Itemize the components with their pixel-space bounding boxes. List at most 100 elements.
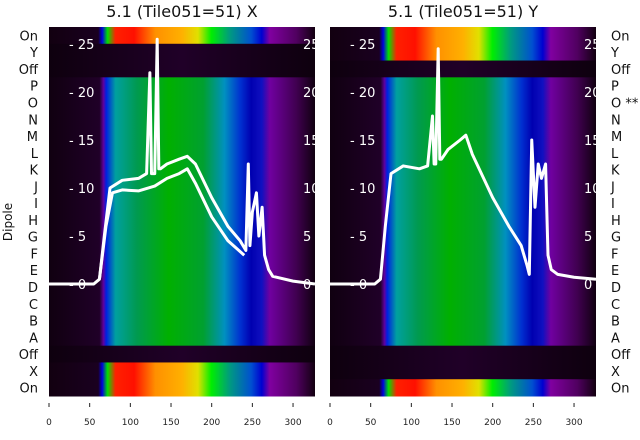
spectrum-line-spectrum-lower xyxy=(97,167,246,280)
heatmap-row xyxy=(49,27,315,45)
x-tick-label: 0 xyxy=(327,418,333,428)
inner-y-tick-label-right: 20 xyxy=(303,86,320,101)
heatmap-row xyxy=(330,345,596,363)
heatmap-row xyxy=(49,60,315,78)
row-label: Off xyxy=(611,63,631,78)
heatmap-row xyxy=(49,43,315,62)
heatmap-row xyxy=(49,312,315,330)
row-label: I xyxy=(611,197,615,212)
row-label: M xyxy=(27,130,38,145)
inner-y-tick-label-right: 0 xyxy=(303,278,311,293)
heatmap-row xyxy=(49,161,315,179)
heatmap-row xyxy=(49,127,315,145)
row-label: X xyxy=(611,365,620,380)
row-label: Off xyxy=(19,348,39,363)
y-axis-label: Dipole xyxy=(1,203,15,241)
x-tick-label: 0 xyxy=(46,418,52,428)
row-label: On xyxy=(611,382,629,397)
heatmap-row xyxy=(330,194,596,212)
row-label: C xyxy=(611,298,620,313)
row-label: D xyxy=(611,281,621,296)
inner-y-tick-label-right: 5 xyxy=(584,230,592,245)
x-tick-label: 250 xyxy=(244,418,261,428)
heatmap-row xyxy=(330,60,596,78)
row-label: E xyxy=(30,264,38,279)
heatmap-row xyxy=(49,245,315,263)
row-label: F xyxy=(611,247,618,262)
heatmap-row xyxy=(330,144,596,162)
inner-y-tick-label: - 25 xyxy=(350,38,375,53)
row-label: I xyxy=(34,197,38,212)
heatmap-row xyxy=(49,278,315,296)
heatmap-row xyxy=(330,295,596,313)
inner-y-tick-label-right: 15 xyxy=(584,134,601,149)
plot-x-pol: 5.1 (Tile051=51) X On Y Off PONMLKJIHGFEDCBA… xyxy=(19,2,320,428)
row-label: F xyxy=(31,247,38,262)
heatmap-row xyxy=(49,362,315,380)
heatmap-row xyxy=(49,77,315,95)
row-label: J xyxy=(610,180,615,195)
plot-title: 5.1 (Tile051=51) X xyxy=(106,2,257,21)
inner-y-tick-label: - 10 xyxy=(69,182,94,197)
row-label: Off xyxy=(19,63,39,78)
plot-title: 5.1 (Tile051=51) Y xyxy=(388,2,538,21)
heatmap-row xyxy=(330,27,596,45)
x-tick-label: 200 xyxy=(484,418,501,428)
row-label: K xyxy=(29,164,38,179)
inner-y-tick-label-right: 15 xyxy=(303,134,320,149)
row-label: M xyxy=(611,130,622,145)
x-tick-label: 300 xyxy=(284,418,301,428)
row-label: H xyxy=(28,214,38,229)
heatmap-row xyxy=(49,228,315,246)
heatmap-row xyxy=(330,161,596,179)
x-tick-label: 200 xyxy=(203,418,220,428)
x-tick-label: 100 xyxy=(122,418,139,428)
inner-y-tick-label: - 15 xyxy=(69,134,94,149)
inner-y-tick-label: - 15 xyxy=(350,134,375,149)
heatmap-row xyxy=(330,245,596,263)
heatmap-row xyxy=(330,278,596,296)
row-label: On xyxy=(20,29,38,44)
row-label: A xyxy=(611,331,620,346)
spectrum-line-spectrum xyxy=(330,47,597,286)
row-label: On xyxy=(20,382,38,397)
x-tick-label: 300 xyxy=(565,418,582,428)
heatmap-row xyxy=(49,379,315,397)
x-tick-label: 250 xyxy=(525,418,542,428)
heatmap-row xyxy=(49,295,315,313)
heatmap-row xyxy=(49,144,315,162)
inner-y-tick-label-right: 0 xyxy=(584,278,592,293)
row-label: X xyxy=(29,365,38,380)
row-label: A xyxy=(29,331,38,346)
inner-y-tick-label-right: 25 xyxy=(584,38,601,53)
row-label: K xyxy=(611,164,620,179)
heatmap-row xyxy=(49,110,315,129)
heatmap-row xyxy=(49,328,315,347)
heatmap-row xyxy=(330,77,596,95)
row-label: E xyxy=(611,264,619,279)
row-label: O xyxy=(28,96,38,111)
inner-y-tick-label: - 5 xyxy=(350,230,367,245)
x-tick-label: 150 xyxy=(162,418,179,428)
heatmap-row xyxy=(49,94,315,112)
row-label: C xyxy=(29,298,38,313)
heatmap-row xyxy=(330,110,596,129)
row-label: On xyxy=(611,29,629,44)
row-label: L xyxy=(611,147,619,162)
inner-y-tick-label-right: 5 xyxy=(303,230,311,245)
heatmap-row xyxy=(330,312,596,330)
heatmap-row xyxy=(330,362,596,380)
x-tick-label: 100 xyxy=(403,418,420,428)
heatmap-row xyxy=(49,345,315,363)
row-label: Y xyxy=(610,46,619,61)
row-label: B xyxy=(611,315,620,330)
heatmap-row xyxy=(330,261,596,280)
heatmap-row xyxy=(330,379,596,397)
row-label: Y xyxy=(29,46,38,61)
heatmap-row xyxy=(49,211,315,229)
inner-y-tick-label: - 20 xyxy=(350,86,375,101)
row-label: P xyxy=(30,80,38,95)
inner-y-tick-label-right: 20 xyxy=(584,86,601,101)
row-label: Off xyxy=(611,348,631,363)
